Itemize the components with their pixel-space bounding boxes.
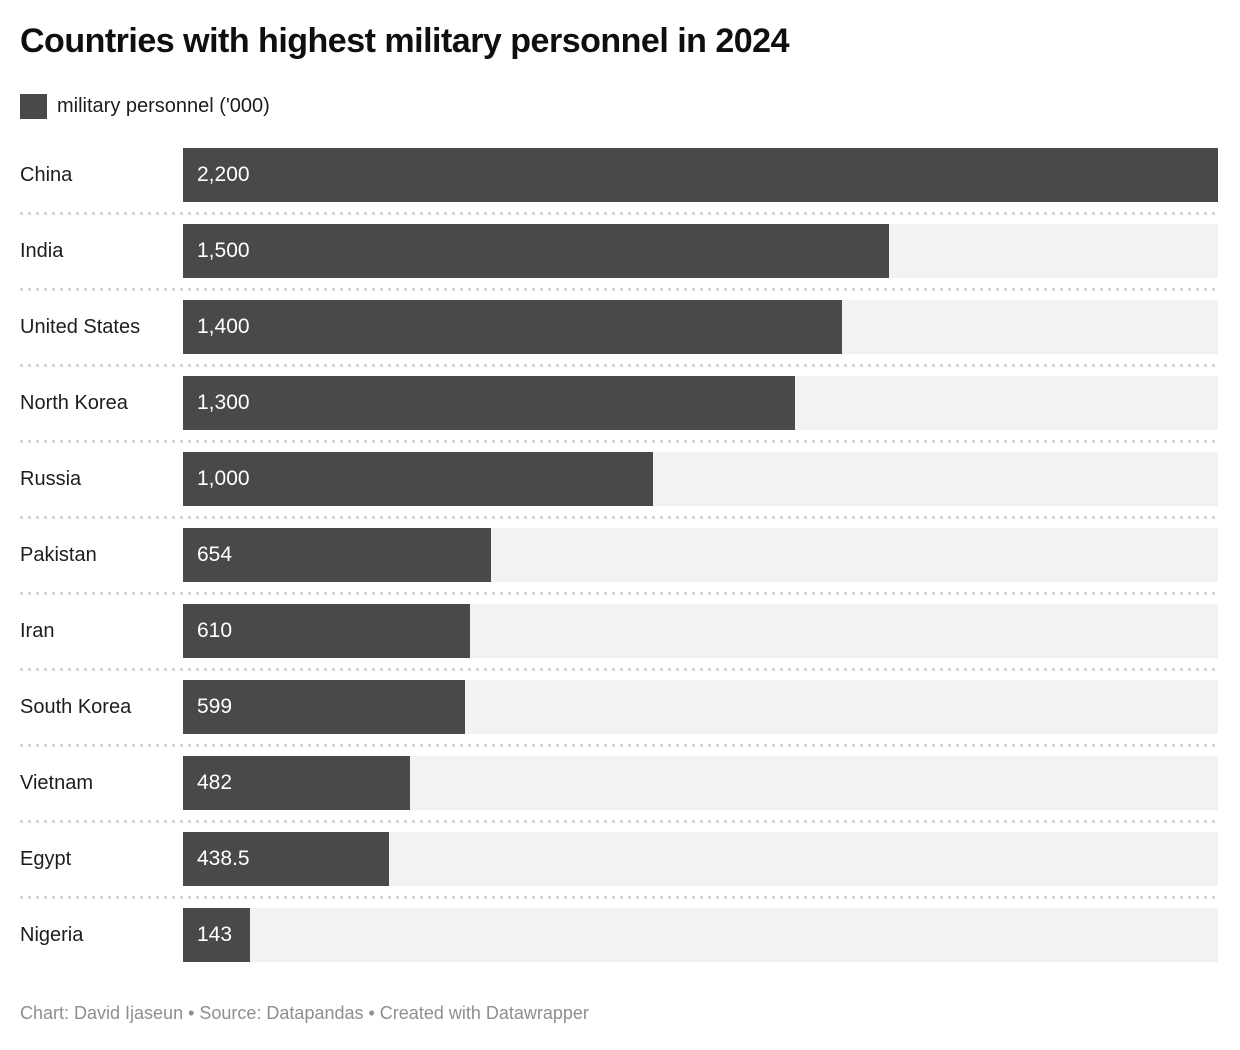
country-label: Iran [20,619,55,642]
bar-track: 1,400 [183,300,1218,354]
bar-value: 599 [197,695,233,718]
country-label: China [20,163,73,186]
country-label: Egypt [20,847,72,870]
bar: 654 [183,528,491,582]
bar-track: 1,300 [183,376,1218,430]
bar-value: 2,200 [197,163,250,186]
bar: 438.5 [183,832,390,886]
bar-track: 654 [183,528,1218,582]
chart-title: Countries with highest military personne… [20,22,790,60]
bar-row: India 1,500 [20,224,1218,300]
bar-row: China 2,200 [20,148,1218,224]
bar-row: Egypt 438.5 [20,832,1218,908]
bar-value: 1,400 [197,315,250,338]
bar-value: 1,000 [197,467,250,490]
chart-footer: Chart: David Ijaseun • Source: Datapanda… [20,1003,589,1023]
bar-track: 1,500 [183,224,1218,278]
bar-track: 599 [183,680,1218,734]
country-label: Pakistan [20,543,97,566]
bar-track: 1,000 [183,452,1218,506]
country-label: Vietnam [20,771,94,794]
bar-track: 2,200 [183,148,1218,202]
bar: 482 [183,756,410,810]
bar-value: 143 [197,923,233,946]
country-label: Nigeria [20,923,84,946]
bar: 599 [183,680,465,734]
bar-track: 610 [183,604,1218,658]
bar-track: 482 [183,756,1218,810]
bar: 1,300 [183,376,795,430]
country-label: United States [20,315,141,338]
bar-rows: China 2,200 India 1,500 United States 1,… [20,148,1218,984]
bar: 1,500 [183,224,889,278]
legend-label: military personnel ('000) [57,95,270,117]
bar-value: 1,300 [197,391,250,414]
bar-value: 1,500 [197,239,250,262]
bar-row: Vietnam 482 [20,756,1218,832]
country-label: Russia [20,467,82,490]
bar: 610 [183,604,470,658]
bar-row: Russia 1,000 [20,452,1218,528]
country-label: South Korea [20,695,132,718]
bar-row: Iran 610 [20,604,1218,680]
bar: 2,200 [183,148,1218,202]
bar-value: 482 [197,771,233,794]
bar-row: North Korea 1,300 [20,376,1218,452]
bar: 1,000 [183,452,654,506]
bar-row: Nigeria 143 [20,908,1218,984]
country-label: North Korea [20,391,128,414]
country-label: India [20,239,64,262]
bar: 143 [183,908,251,962]
bar-row: South Korea 599 [20,680,1218,756]
bar-row: Pakistan 654 [20,528,1218,604]
bar-value: 610 [197,619,233,642]
bar-track: 438.5 [183,832,1218,886]
bar-row: United States 1,400 [20,300,1218,376]
bar-value: 654 [197,543,233,566]
legend-swatch-icon [20,94,47,119]
bar: 1,400 [183,300,842,354]
legend: military personnel ('000) [20,94,270,119]
bar-track: 143 [183,908,1218,962]
bar-value: 438.5 [197,847,250,870]
